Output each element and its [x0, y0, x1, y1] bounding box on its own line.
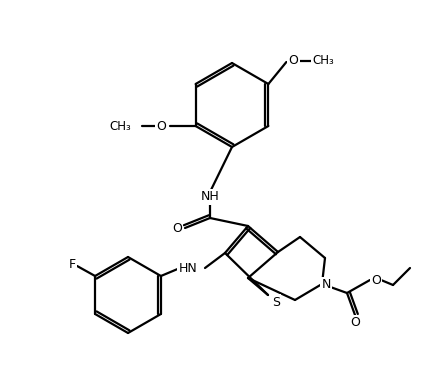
- Text: NH: NH: [201, 190, 220, 203]
- Text: N: N: [321, 279, 331, 291]
- Text: CH₃: CH₃: [313, 55, 334, 67]
- Text: F: F: [69, 258, 76, 270]
- Text: S: S: [272, 295, 280, 309]
- Text: O: O: [157, 120, 167, 132]
- Text: HN: HN: [178, 261, 197, 274]
- Text: O: O: [172, 223, 182, 235]
- Text: O: O: [350, 317, 360, 329]
- Text: O: O: [371, 273, 381, 287]
- Text: O: O: [288, 55, 298, 67]
- Text: CH₃: CH₃: [109, 120, 131, 132]
